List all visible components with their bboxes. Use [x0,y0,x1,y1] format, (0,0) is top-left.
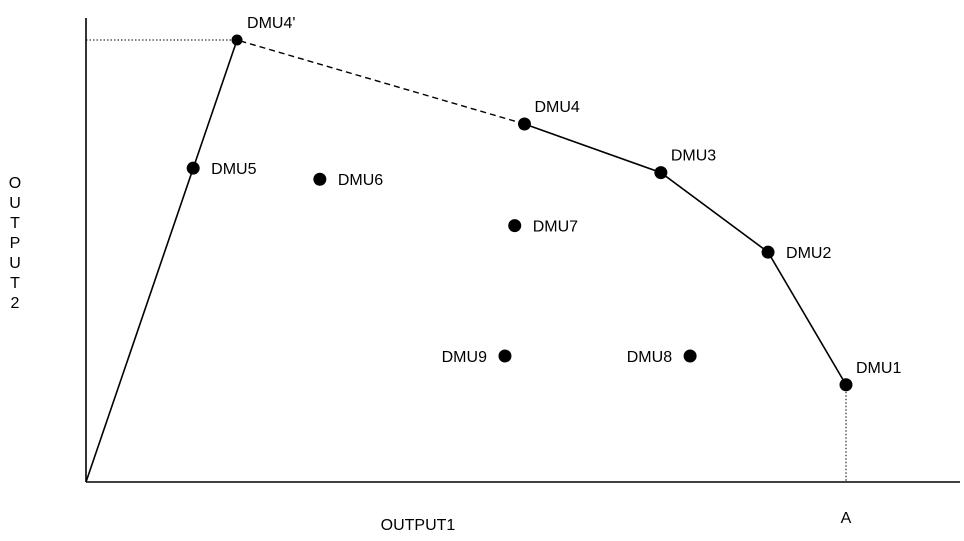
point-dmu9 [498,349,512,363]
point-dmu2 [761,245,775,259]
y-axis-label-char: 2 [10,295,20,312]
point-labels: DMU1 DMU2 DMU3 DMU4 DMU5 DMU6 DMU7 DMU8 DMU9 DMU4… [211,15,901,377]
point-dmu3 [654,166,668,180]
point-label-dmu3: DMU3 [671,148,716,165]
point-label-dmu2: DMU2 [786,245,831,262]
point-dmu4-prime [231,34,243,46]
y-axis-label-char: U [9,195,21,212]
point-dmu6 [313,172,327,186]
x-axis-label: OUTPUT1 [381,517,456,534]
y-axis-label-char: T [10,275,20,292]
point-label-dmu1: DMU1 [856,360,901,377]
point-label-dmu5: DMU5 [211,161,256,178]
x-tick-label: A [841,510,852,527]
point-dmu8 [683,349,697,363]
frontier-solid-line [524,123,847,386]
point-label-dmu8: DMU8 [627,349,672,366]
point-label-dmu9: DMU9 [442,349,487,366]
guide-lines [86,39,847,482]
y-axis-label-char: U [9,255,21,272]
point-label-dmu6: DMU6 [338,172,383,189]
point-dmu7 [508,219,522,233]
frontier-lines [85,39,847,483]
y-axis-label-char: P [9,235,21,252]
point-label-dmu4-prime: DMU4' [247,15,295,32]
origin-ray [85,39,238,483]
frontier-dashed-line [236,39,525,125]
point-dmu1 [839,378,853,392]
point-dmu4 [517,117,531,131]
y-axis-label-char: T [10,215,20,232]
point-dmu5 [186,161,200,175]
x-tick-labels: A [841,510,852,527]
point-label-dmu4: DMU4 [534,99,579,116]
data-points [186,34,853,392]
point-label-dmu7: DMU7 [533,219,578,236]
y-axis-label-char: O [8,175,22,192]
